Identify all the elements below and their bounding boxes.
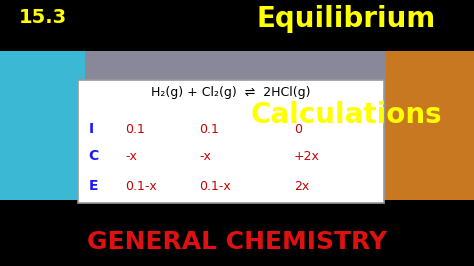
Text: Calculations: Calculations <box>250 101 442 129</box>
Text: -x: -x <box>199 150 211 163</box>
Text: 0: 0 <box>294 123 302 136</box>
Text: +2x: +2x <box>294 150 320 163</box>
Text: C: C <box>89 149 99 164</box>
Text: 0.1: 0.1 <box>126 123 146 136</box>
Text: H₂(g) + Cl₂(g)  ⇌  2HCl(g): H₂(g) + Cl₂(g) ⇌ 2HCl(g) <box>151 86 311 99</box>
Text: GENERAL CHEMISTRY: GENERAL CHEMISTRY <box>87 230 387 254</box>
Text: 0.1: 0.1 <box>199 123 219 136</box>
Text: 0.1-x: 0.1-x <box>126 180 157 193</box>
FancyBboxPatch shape <box>78 80 384 203</box>
Text: 0.1-x: 0.1-x <box>199 180 231 193</box>
Text: E: E <box>89 179 98 193</box>
FancyBboxPatch shape <box>386 51 474 200</box>
Text: Equilibrium: Equilibrium <box>256 5 436 33</box>
FancyBboxPatch shape <box>0 51 474 200</box>
Text: 2x: 2x <box>294 180 309 193</box>
FancyBboxPatch shape <box>0 51 85 200</box>
Text: -x: -x <box>126 150 137 163</box>
Text: 15.3: 15.3 <box>19 8 67 27</box>
Text: I: I <box>89 122 94 136</box>
